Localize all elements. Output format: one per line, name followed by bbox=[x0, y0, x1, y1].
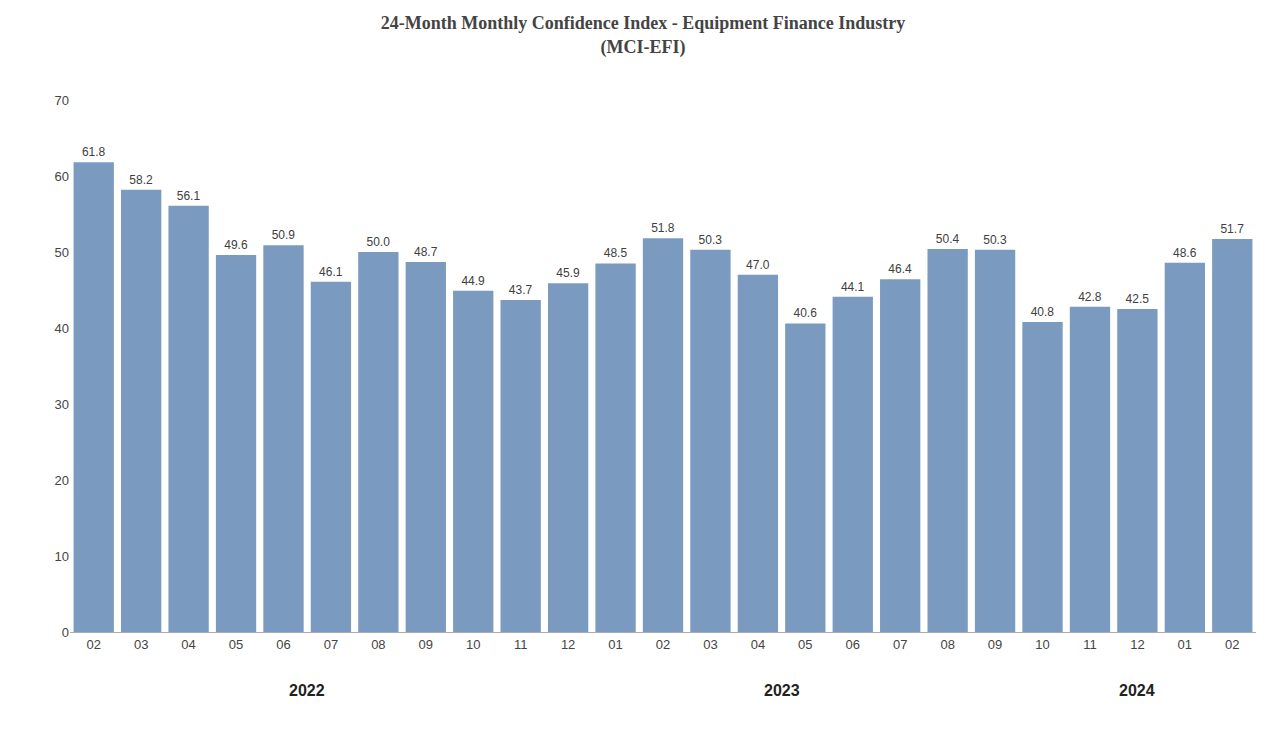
svg-text:0: 0 bbox=[62, 625, 69, 640]
svg-text:10: 10 bbox=[55, 549, 69, 564]
svg-text:01: 01 bbox=[1178, 637, 1192, 652]
svg-text:11: 11 bbox=[1083, 637, 1097, 652]
svg-text:51.7: 51.7 bbox=[1220, 222, 1244, 236]
svg-text:10: 10 bbox=[1035, 637, 1049, 652]
svg-text:10: 10 bbox=[466, 637, 480, 652]
svg-text:51.8: 51.8 bbox=[651, 221, 675, 235]
svg-text:40.6: 40.6 bbox=[793, 306, 817, 320]
svg-text:48.7: 48.7 bbox=[414, 245, 438, 259]
svg-text:50.0: 50.0 bbox=[367, 235, 391, 249]
svg-text:40: 40 bbox=[55, 321, 69, 336]
svg-text:04: 04 bbox=[181, 637, 195, 652]
svg-text:48.5: 48.5 bbox=[604, 246, 628, 260]
svg-text:50.4: 50.4 bbox=[936, 232, 960, 246]
svg-text:40.8: 40.8 bbox=[1031, 305, 1055, 319]
svg-text:50: 50 bbox=[55, 245, 69, 260]
svg-text:42.5: 42.5 bbox=[1126, 292, 1150, 306]
svg-text:12: 12 bbox=[561, 637, 575, 652]
svg-text:09: 09 bbox=[988, 637, 1002, 652]
svg-text:56.1: 56.1 bbox=[177, 189, 201, 203]
svg-text:60: 60 bbox=[55, 169, 69, 184]
svg-text:12: 12 bbox=[1130, 637, 1144, 652]
svg-text:50.9: 50.9 bbox=[272, 228, 296, 242]
svg-text:04: 04 bbox=[751, 637, 765, 652]
svg-text:07: 07 bbox=[324, 637, 338, 652]
svg-text:02: 02 bbox=[86, 637, 100, 652]
svg-text:09: 09 bbox=[419, 637, 433, 652]
svg-text:50.3: 50.3 bbox=[699, 233, 723, 247]
svg-text:03: 03 bbox=[703, 637, 717, 652]
svg-text:43.7: 43.7 bbox=[509, 283, 533, 297]
svg-text:45.9: 45.9 bbox=[556, 266, 580, 280]
svg-text:24-Month Monthly Confidence In: 24-Month Monthly Confidence Index - Equi… bbox=[381, 13, 906, 57]
svg-text:08: 08 bbox=[371, 637, 385, 652]
svg-text:2023: 2023 bbox=[764, 682, 800, 699]
svg-text:02: 02 bbox=[1225, 637, 1239, 652]
svg-text:07: 07 bbox=[893, 637, 907, 652]
svg-text:47.0: 47.0 bbox=[746, 258, 770, 272]
svg-text:11: 11 bbox=[514, 637, 528, 652]
svg-text:46.1: 46.1 bbox=[319, 265, 343, 279]
svg-text:30: 30 bbox=[55, 397, 69, 412]
svg-text:2024: 2024 bbox=[1119, 682, 1155, 699]
svg-text:61.8: 61.8 bbox=[82, 145, 106, 159]
svg-text:20: 20 bbox=[55, 473, 69, 488]
svg-text:08: 08 bbox=[940, 637, 954, 652]
svg-text:42.8: 42.8 bbox=[1078, 290, 1102, 304]
svg-text:44.9: 44.9 bbox=[461, 274, 485, 288]
svg-text:58.2: 58.2 bbox=[129, 173, 153, 187]
svg-text:01: 01 bbox=[608, 637, 622, 652]
svg-text:06: 06 bbox=[276, 637, 290, 652]
svg-text:46.4: 46.4 bbox=[888, 262, 912, 276]
svg-text:06: 06 bbox=[846, 637, 860, 652]
svg-text:05: 05 bbox=[798, 637, 812, 652]
svg-text:70: 70 bbox=[55, 93, 69, 108]
svg-text:49.6: 49.6 bbox=[224, 238, 248, 252]
svg-text:44.1: 44.1 bbox=[841, 280, 865, 294]
svg-text:48.6: 48.6 bbox=[1173, 246, 1197, 260]
svg-text:2022: 2022 bbox=[289, 682, 325, 699]
svg-text:05: 05 bbox=[229, 637, 243, 652]
svg-text:50.3: 50.3 bbox=[983, 233, 1007, 247]
svg-text:03: 03 bbox=[134, 637, 148, 652]
svg-text:02: 02 bbox=[656, 637, 670, 652]
